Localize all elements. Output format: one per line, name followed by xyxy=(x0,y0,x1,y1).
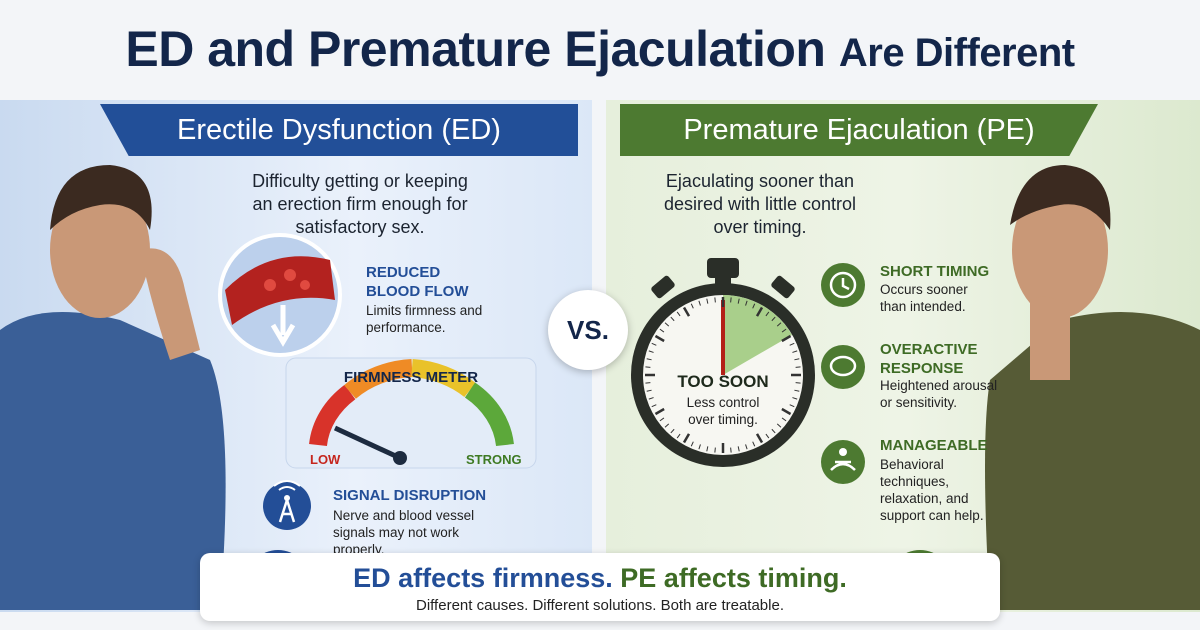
feature-title: SIGNAL DISRUPTION xyxy=(333,487,487,504)
watch-tick xyxy=(706,298,709,304)
watch-tick xyxy=(646,389,652,392)
watch-tick xyxy=(698,300,701,306)
watch-tick xyxy=(792,397,798,400)
watch-tick xyxy=(765,311,770,317)
pe-description: Ejaculating sooner than desired with lit… xyxy=(663,171,857,237)
watch-tick xyxy=(654,407,665,416)
footer-pe: PE affects timing. xyxy=(620,563,847,593)
watch-tick xyxy=(670,428,675,434)
watch-tick xyxy=(682,433,691,444)
watch-tick xyxy=(771,316,776,322)
watch-tick xyxy=(794,389,800,392)
feature-text: Heightened arousal or sensitivity. xyxy=(880,378,998,410)
watch-tick xyxy=(781,407,792,416)
watch-tick xyxy=(752,441,756,447)
watch-tick xyxy=(682,306,691,317)
footer-box: ED affects firmness. PE affects timing. … xyxy=(200,553,1000,621)
watch-tick xyxy=(745,444,748,450)
stopwatch-title: TOO SOON xyxy=(677,372,769,391)
ed-man xyxy=(0,165,226,610)
watch-tick xyxy=(664,423,670,428)
watch-tick xyxy=(706,446,709,452)
feature-text: Nerve and blood vessel signals may not w… xyxy=(333,508,475,557)
watch-tick xyxy=(730,297,732,303)
feature-text: Limits firmness and performance. xyxy=(366,303,483,335)
watch-tick xyxy=(690,441,694,447)
stopwatch-text: Less control over timing. xyxy=(686,395,760,427)
watch-tick xyxy=(737,446,740,452)
watch-tick xyxy=(792,350,798,353)
watch-tick xyxy=(646,358,652,361)
pe-man xyxy=(985,165,1200,610)
watch-tick xyxy=(645,366,651,368)
watch-tick xyxy=(781,334,792,343)
watch-tick xyxy=(714,447,716,453)
feature-text: Behavioral techniques, relaxation, and s… xyxy=(880,457,984,523)
watch-tick xyxy=(795,382,801,384)
watch-tick xyxy=(776,423,782,428)
vs-badge: VS. xyxy=(548,290,628,370)
watch-tick xyxy=(781,328,787,333)
ed-description: Difficulty getting or keeping an erectio… xyxy=(252,171,468,237)
feature-title: SHORT TIMING xyxy=(880,263,990,280)
watch-tick xyxy=(781,417,787,422)
stopwatch xyxy=(631,258,815,467)
footer-headline: ED affects firmness. PE affects timing. xyxy=(200,563,1000,594)
feature-title: OVERACTIVE RESPONSE xyxy=(880,341,978,377)
footer-ed: ED affects firmness. xyxy=(353,563,613,593)
firmness-gauge xyxy=(309,359,514,465)
watch-tick xyxy=(789,342,795,346)
watch-tick xyxy=(795,366,801,368)
watch-tick xyxy=(765,433,770,439)
title-tail: Are Different xyxy=(838,31,1075,75)
watch-tick xyxy=(776,322,782,327)
watch-tick xyxy=(648,350,654,353)
watch-tick xyxy=(698,444,701,450)
footer-subtitle: Different causes. Different solutions. B… xyxy=(416,597,784,614)
watch-tick xyxy=(737,298,740,304)
feature-title: REDUCED BLOOD FLOW xyxy=(366,264,469,300)
title-main: ED and Premature Ejaculation xyxy=(125,21,826,77)
watch-tick xyxy=(676,311,681,317)
feature-text: Occurs sooner than intended. xyxy=(880,282,968,314)
meter-high: STRONG xyxy=(466,452,522,467)
watch-tick xyxy=(664,322,670,327)
watch-tick xyxy=(659,417,665,422)
meter-low: LOW xyxy=(310,452,341,467)
watch-tick xyxy=(755,433,764,444)
meter-title: FIRMNESS METER xyxy=(343,369,479,386)
watch-tick xyxy=(645,382,651,384)
watch-tick xyxy=(676,433,681,439)
watch-tick xyxy=(690,303,694,309)
watch-tick xyxy=(654,334,665,343)
watch-tick xyxy=(789,404,795,408)
watch-tick xyxy=(745,300,748,306)
ed-heading: Erectile Dysfunction (ED) xyxy=(100,104,578,156)
blood-vessel-icon xyxy=(218,233,342,357)
pe-heading: Premature Ejaculation (PE) xyxy=(620,104,1098,156)
watch-tick xyxy=(659,328,665,333)
watch-tick xyxy=(752,303,756,309)
watch-tick xyxy=(651,404,657,408)
watch-tick xyxy=(651,342,657,346)
watch-tick xyxy=(771,428,776,434)
watch-tick xyxy=(730,447,732,453)
page-title: ED and Premature Ejaculation Are Differe… xyxy=(0,20,1200,78)
signal-icon xyxy=(263,480,311,530)
watch-tick xyxy=(714,297,716,303)
pe-icons xyxy=(821,263,865,484)
watch-tick xyxy=(794,358,800,361)
watch-tick xyxy=(648,397,654,400)
watch-tick xyxy=(755,306,764,317)
watch-tick xyxy=(670,316,675,322)
feature-title: MANAGEABLE xyxy=(880,437,988,454)
